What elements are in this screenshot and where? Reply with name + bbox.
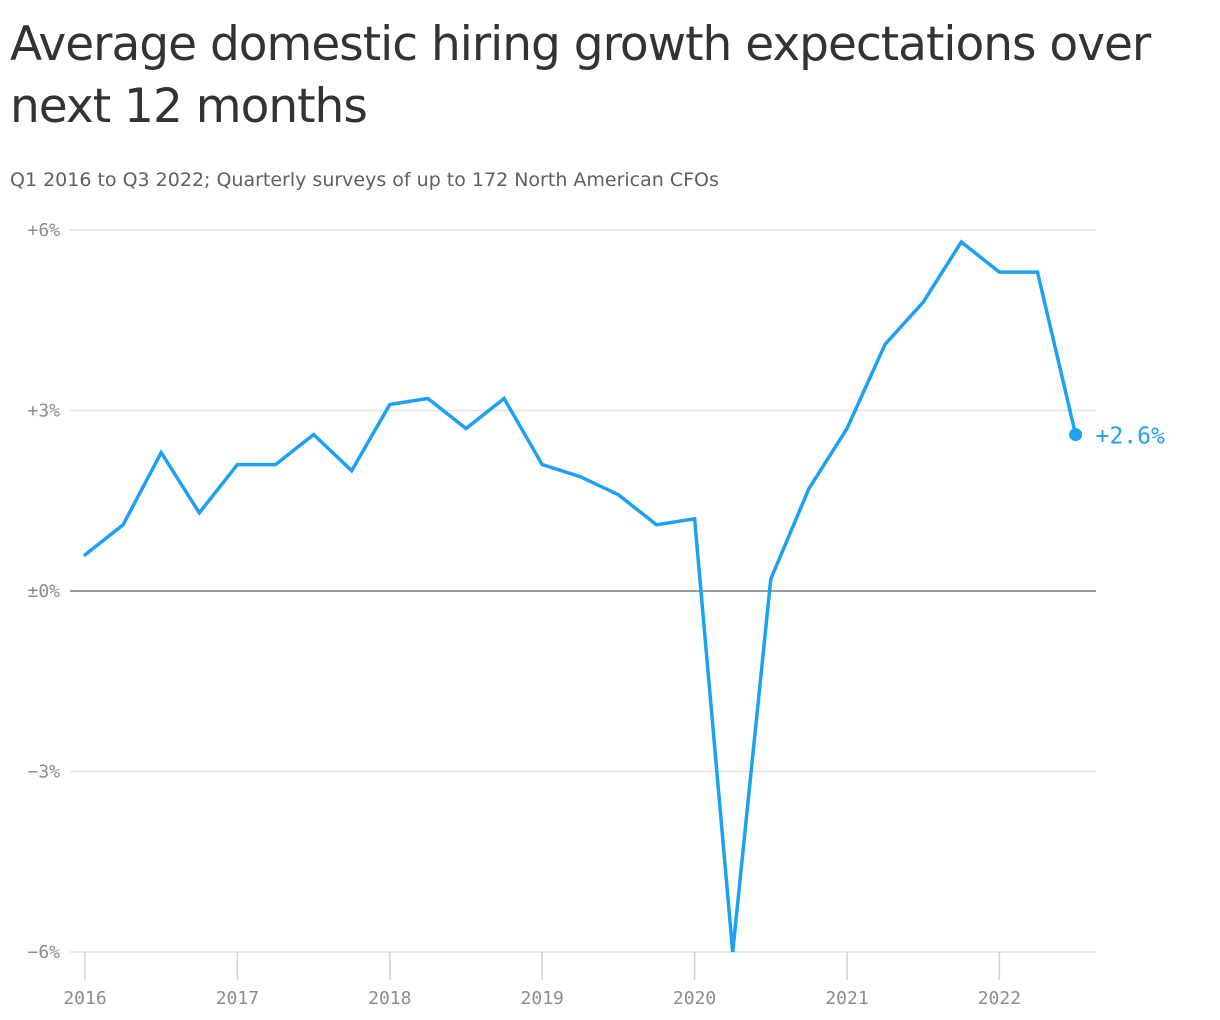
grid-layer (70, 229, 1096, 953)
x-tick-label: 2022 (978, 988, 1021, 1009)
x-tick-label: 2016 (63, 988, 106, 1009)
y-tick-label: ±0% (27, 581, 60, 602)
chart-title: Average domestic hiring growth expectati… (10, 17, 1151, 134)
series-line (83, 239, 1078, 953)
y-tick-label: −6% (27, 942, 60, 963)
x-tick-label: 2017 (216, 988, 259, 1009)
series-layer: +2.6% (83, 239, 1165, 953)
end-value-label: +2.6% (1096, 424, 1165, 450)
y-tick-label: −3% (27, 762, 60, 783)
chart-subtitle: Q1 2016 to Q3 2022; Quarterly surveys of… (10, 169, 719, 191)
x-tick-label: 2018 (368, 988, 411, 1009)
x-tick-label: 2020 (673, 988, 716, 1009)
y-tick-label: +3% (27, 401, 60, 422)
x-tick-label: 2019 (521, 988, 564, 1009)
axis-layer: +6% +3% ±0% −3% −6% 2016 2017 2018 2019 2020 2021 2… (27, 220, 1021, 1009)
x-tick-label: 2021 (825, 988, 868, 1009)
end-point-marker (1069, 428, 1083, 442)
y-tick-label: +6% (27, 220, 60, 241)
